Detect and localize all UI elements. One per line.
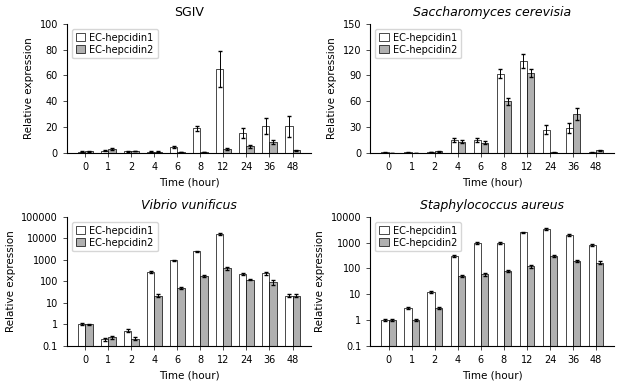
Bar — [573, 114, 580, 153]
Bar — [223, 149, 231, 153]
Bar — [542, 130, 550, 153]
Legend: EC-hepcidin1, EC-hepcidin2: EC-hepcidin1, EC-hepcidin2 — [72, 222, 157, 251]
Y-axis label: Relative expression: Relative expression — [327, 37, 337, 139]
Bar — [435, 308, 442, 386]
Bar — [154, 296, 162, 386]
Bar — [131, 151, 139, 153]
Bar — [193, 251, 200, 386]
Bar — [101, 339, 108, 386]
Bar — [101, 151, 108, 153]
Bar — [200, 276, 208, 386]
Bar — [285, 296, 293, 386]
Bar — [458, 276, 465, 386]
Bar — [427, 152, 435, 153]
Bar — [474, 243, 481, 386]
Bar — [565, 235, 573, 386]
Bar — [588, 152, 596, 153]
Bar — [588, 245, 596, 386]
Bar — [381, 320, 389, 386]
Bar — [550, 256, 557, 386]
X-axis label: Time (hour): Time (hour) — [462, 178, 523, 188]
X-axis label: Time (hour): Time (hour) — [159, 178, 219, 188]
Bar — [527, 266, 534, 386]
Title: SGIV: SGIV — [174, 5, 204, 19]
Bar — [497, 74, 504, 153]
Bar — [247, 280, 254, 386]
Bar — [435, 151, 442, 153]
Bar — [504, 271, 511, 386]
Bar — [474, 140, 481, 153]
Title: Vibrio vunificus: Vibrio vunificus — [141, 198, 237, 212]
Bar — [124, 151, 131, 153]
Bar — [520, 232, 527, 386]
Bar — [154, 152, 162, 153]
Bar — [262, 273, 270, 386]
Bar — [504, 101, 511, 153]
Bar — [239, 274, 247, 386]
Bar — [216, 234, 223, 386]
Bar — [542, 229, 550, 386]
Bar — [247, 146, 254, 153]
Bar — [596, 150, 603, 153]
Bar — [108, 149, 116, 153]
Bar — [293, 150, 300, 153]
Y-axis label: Relative expression: Relative expression — [315, 230, 325, 332]
Bar — [239, 133, 247, 153]
X-axis label: Time (hour): Time (hour) — [159, 371, 219, 381]
Bar — [412, 320, 419, 386]
Bar — [520, 61, 527, 153]
Bar — [481, 274, 489, 386]
Bar — [573, 261, 580, 386]
Bar — [481, 142, 489, 153]
Bar — [124, 331, 131, 386]
Bar — [565, 128, 573, 153]
Bar — [404, 308, 412, 386]
Bar — [193, 129, 200, 153]
Bar — [131, 339, 139, 386]
Legend: EC-hepcidin1, EC-hepcidin2: EC-hepcidin1, EC-hepcidin2 — [375, 29, 461, 58]
Bar — [86, 324, 93, 386]
Bar — [86, 151, 93, 153]
X-axis label: Time (hour): Time (hour) — [462, 371, 523, 381]
Bar — [147, 272, 154, 386]
Bar — [451, 140, 458, 153]
Bar — [451, 256, 458, 386]
Bar — [270, 142, 277, 153]
Bar — [147, 152, 154, 153]
Bar — [223, 268, 231, 386]
Bar — [170, 261, 177, 386]
Bar — [285, 127, 293, 153]
Bar — [200, 152, 208, 153]
Title: Saccharomyces cerevisia: Saccharomyces cerevisia — [414, 5, 572, 19]
Bar — [293, 296, 300, 386]
Bar — [527, 73, 534, 153]
Bar — [404, 152, 412, 153]
Y-axis label: Relative expression: Relative expression — [6, 230, 16, 332]
Legend: EC-hepcidin1, EC-hepcidin2: EC-hepcidin1, EC-hepcidin2 — [72, 29, 157, 58]
Bar — [381, 152, 389, 153]
Bar — [596, 262, 603, 386]
Bar — [497, 243, 504, 386]
Bar — [78, 324, 86, 386]
Title: Staphylococcus aureus: Staphylococcus aureus — [420, 198, 564, 212]
Bar — [389, 320, 396, 386]
Bar — [170, 147, 177, 153]
Bar — [216, 69, 223, 153]
Bar — [177, 152, 185, 153]
Bar — [108, 337, 116, 386]
Bar — [458, 142, 465, 153]
Y-axis label: Relative expression: Relative expression — [24, 37, 34, 139]
Bar — [427, 292, 435, 386]
Legend: EC-hepcidin1, EC-hepcidin2: EC-hepcidin1, EC-hepcidin2 — [375, 222, 461, 251]
Bar — [270, 282, 277, 386]
Bar — [550, 152, 557, 153]
Bar — [262, 126, 270, 153]
Bar — [78, 152, 86, 153]
Bar — [177, 288, 185, 386]
